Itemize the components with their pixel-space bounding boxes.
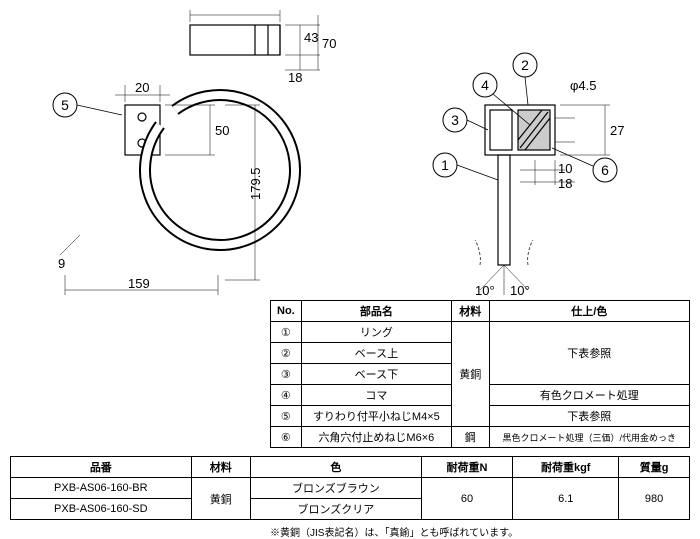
t2-r2-color: ブロンズクリア xyxy=(250,499,421,520)
t2-mat: 黄銅 xyxy=(191,478,250,520)
t1-r6-no: ⑥ xyxy=(271,427,302,448)
dim-10r: 10 xyxy=(558,161,572,176)
dim-179: 179.5 xyxy=(248,167,263,200)
callout-1: 1 xyxy=(441,157,449,173)
t1-r1-no: ① xyxy=(271,322,302,343)
t1-r3-no: ③ xyxy=(271,364,302,385)
t1-h-no: No. xyxy=(271,301,302,322)
t1-r6-fin: 黒色クロメート処理（三価）/代用金めっき xyxy=(489,427,689,448)
t1-r3-part: ベース下 xyxy=(301,364,451,385)
t1-r2-no: ② xyxy=(271,343,302,364)
t2-h-mat: 材料 xyxy=(191,457,250,478)
t1-r5-fin: 下表参照 xyxy=(489,406,689,427)
callout-4: 4 xyxy=(481,77,489,93)
t2-r1-color: ブロンズブラウン xyxy=(250,478,421,499)
t2-r1-pn: PXB-AS06-160-BR xyxy=(11,478,192,499)
parts-table: No. 部品名 材料 仕上/色 ① リング 黄銅 下表参照 ② ベース上 ③ ベ… xyxy=(270,300,690,448)
t1-r6-mat: 鋼 xyxy=(451,427,489,448)
callout-5: 5 xyxy=(61,97,69,113)
t1-h-part: 部品名 xyxy=(301,301,451,322)
dim-27: 27 xyxy=(610,123,624,138)
t2-r2-pn: PXB-AS06-160-SD xyxy=(11,499,192,520)
dim-159: 159 xyxy=(128,276,150,291)
dim-phi45: φ4.5 xyxy=(570,78,597,93)
t2-h-color: 色 xyxy=(250,457,421,478)
t1-h-fin: 仕上/色 xyxy=(489,301,689,322)
t1-r5-no: ⑤ xyxy=(271,406,302,427)
t1-mat-brass: 黄銅 xyxy=(451,322,489,427)
t2-h-pn: 品番 xyxy=(11,457,192,478)
t1-r1-part: リング xyxy=(301,322,451,343)
t2-h-loadk: 耐荷重kgf xyxy=(513,457,619,478)
callout-6: 6 xyxy=(601,162,609,178)
t2-loadn: 60 xyxy=(421,478,512,520)
t2-h-loadn: 耐荷重N xyxy=(421,457,512,478)
spec-table: 品番 材料 色 耐荷重N 耐荷重kgf 質量g PXB-AS06-160-BR … xyxy=(10,456,690,520)
t1-r2-part: ベース上 xyxy=(301,343,451,364)
dim-18r: 18 xyxy=(558,176,572,191)
drawing-area: 5 43 70 18 20 50 179.5 9 159 xyxy=(10,10,690,300)
t2-loadk: 6.1 xyxy=(513,478,619,520)
ang-r: 10° xyxy=(510,283,530,298)
ang-l: 10° xyxy=(475,283,495,298)
t1-r6-part: 六角穴付止めねじM6×6 xyxy=(301,427,451,448)
t1-r4-part: コマ xyxy=(301,385,451,406)
t1-fin-seebelow: 下表参照 xyxy=(489,322,689,385)
left-drawing: 5 43 70 18 20 50 179.5 9 159 xyxy=(10,10,350,300)
tables-area: No. 部品名 材料 仕上/色 ① リング 黄銅 下表参照 ② ベース上 ③ ベ… xyxy=(10,300,690,539)
callout-2: 2 xyxy=(521,57,529,73)
t1-r4-fin: 有色クロメート処理 xyxy=(489,385,689,406)
footnote: ※黄銅（JIS表記名）は、「真鍮」とも呼ばれています。 xyxy=(270,524,690,539)
t1-h-mat: 材料 xyxy=(451,301,489,322)
t1-r5-part: すりわり付平小ねじM4×5 xyxy=(301,406,451,427)
dim-9: 9 xyxy=(58,256,65,271)
dim-20: 20 xyxy=(135,80,149,95)
dim-70: 70 xyxy=(322,36,336,51)
t2-h-mass: 質量g xyxy=(619,457,690,478)
t1-r4-no: ④ xyxy=(271,385,302,406)
dim-50: 50 xyxy=(215,123,229,138)
dim-43: 43 xyxy=(304,30,318,45)
t2-mass: 980 xyxy=(619,478,690,520)
right-drawing: 2 4 3 1 6 φ4.5 27 10 18 10° 10° xyxy=(380,10,680,300)
callout-3: 3 xyxy=(451,112,459,128)
dim-18: 18 xyxy=(288,70,302,85)
